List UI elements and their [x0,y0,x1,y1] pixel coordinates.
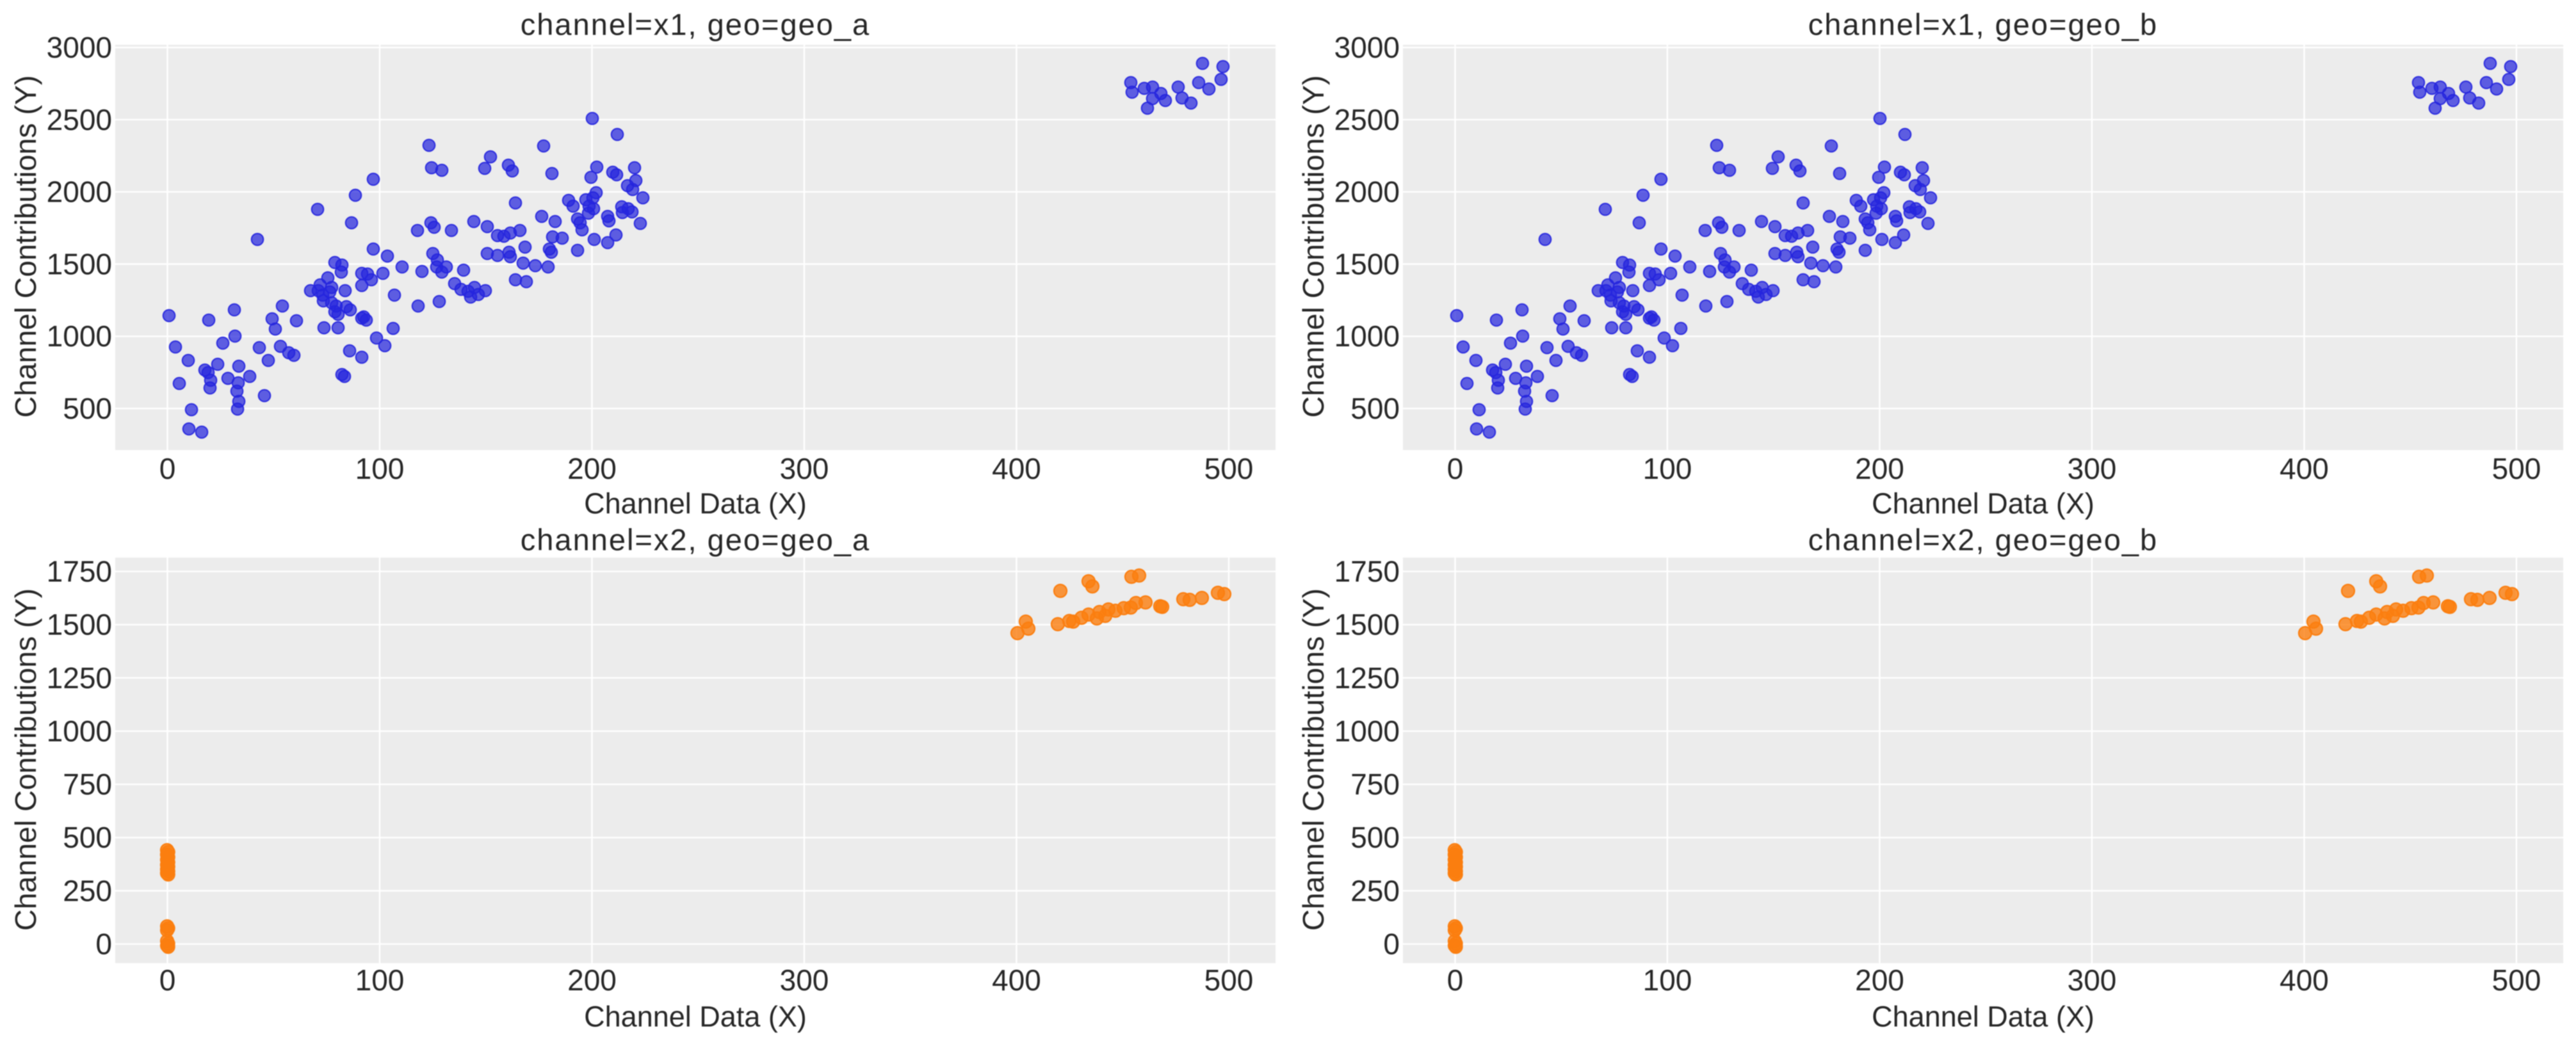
svg-text:channel=x1, geo=geo_b: channel=x1, geo=geo_b [1808,7,2158,41]
svg-text:Channel Data (X): Channel Data (X) [1872,487,2094,520]
svg-text:1000: 1000 [47,714,112,748]
svg-text:500: 500 [1204,452,1254,485]
svg-text:0: 0 [95,928,112,961]
svg-text:400: 400 [2280,963,2329,997]
svg-text:500: 500 [2492,963,2541,997]
svg-text:Channel Data (X): Channel Data (X) [1872,1001,2094,1033]
svg-text:Channel Contributions (Y): Channel Contributions (Y) [9,75,42,417]
svg-text:1500: 1500 [47,608,112,641]
svg-text:2000: 2000 [47,175,112,209]
svg-text:500: 500 [1350,821,1400,854]
svg-text:750: 750 [63,768,112,801]
svg-text:500: 500 [1350,392,1400,425]
svg-text:100: 100 [355,452,405,485]
svg-text:1500: 1500 [1334,247,1400,280]
svg-text:2500: 2500 [47,103,112,136]
svg-text:1750: 1750 [47,555,112,588]
svg-text:channel=x2, geo=geo_b: channel=x2, geo=geo_b [1808,522,2158,556]
svg-text:1000: 1000 [1334,714,1400,748]
svg-text:3000: 3000 [1334,31,1400,64]
svg-text:250: 250 [1350,874,1400,907]
svg-text:Channel Contributions (Y): Channel Contributions (Y) [1297,75,1330,417]
svg-text:Channel Data (X): Channel Data (X) [584,487,807,520]
svg-text:1250: 1250 [1334,661,1400,695]
svg-text:2500: 2500 [1334,103,1400,136]
svg-text:Channel Contributions (Y): Channel Contributions (Y) [1297,588,1330,931]
svg-text:1750: 1750 [1334,555,1400,588]
svg-text:2000: 2000 [1334,175,1400,209]
svg-text:Channel Contributions (Y): Channel Contributions (Y) [9,588,42,931]
svg-text:250: 250 [63,874,112,907]
svg-text:3000: 3000 [47,31,112,64]
svg-text:300: 300 [2068,452,2117,485]
svg-text:100: 100 [1643,452,1692,485]
svg-text:500: 500 [63,821,112,854]
svg-text:750: 750 [1350,768,1400,801]
svg-text:400: 400 [992,452,1041,485]
svg-text:0: 0 [1447,963,1464,997]
svg-text:500: 500 [1204,963,1254,997]
svg-text:400: 400 [992,963,1041,997]
svg-text:0: 0 [159,963,176,997]
svg-text:300: 300 [780,452,829,485]
svg-text:1500: 1500 [47,247,112,280]
svg-text:Channel Data (X): Channel Data (X) [584,1001,807,1033]
svg-text:channel=x1, geo=geo_a: channel=x1, geo=geo_a [521,7,870,41]
svg-text:1250: 1250 [47,661,112,695]
svg-text:400: 400 [2280,452,2329,485]
svg-text:300: 300 [2068,963,2117,997]
svg-text:channel=x2, geo=geo_a: channel=x2, geo=geo_a [521,522,870,556]
svg-text:500: 500 [2492,452,2541,485]
svg-text:100: 100 [1643,963,1692,997]
svg-text:200: 200 [1855,452,1904,485]
svg-text:500: 500 [63,392,112,425]
svg-text:200: 200 [567,452,617,485]
svg-text:100: 100 [355,963,405,997]
svg-text:1000: 1000 [47,319,112,353]
svg-text:0: 0 [159,452,176,485]
svg-text:200: 200 [567,963,617,997]
svg-text:1000: 1000 [1334,319,1400,353]
svg-text:200: 200 [1855,963,1904,997]
svg-text:0: 0 [1383,928,1400,961]
svg-text:0: 0 [1447,452,1464,485]
svg-text:300: 300 [780,963,829,997]
svg-text:1500: 1500 [1334,608,1400,641]
